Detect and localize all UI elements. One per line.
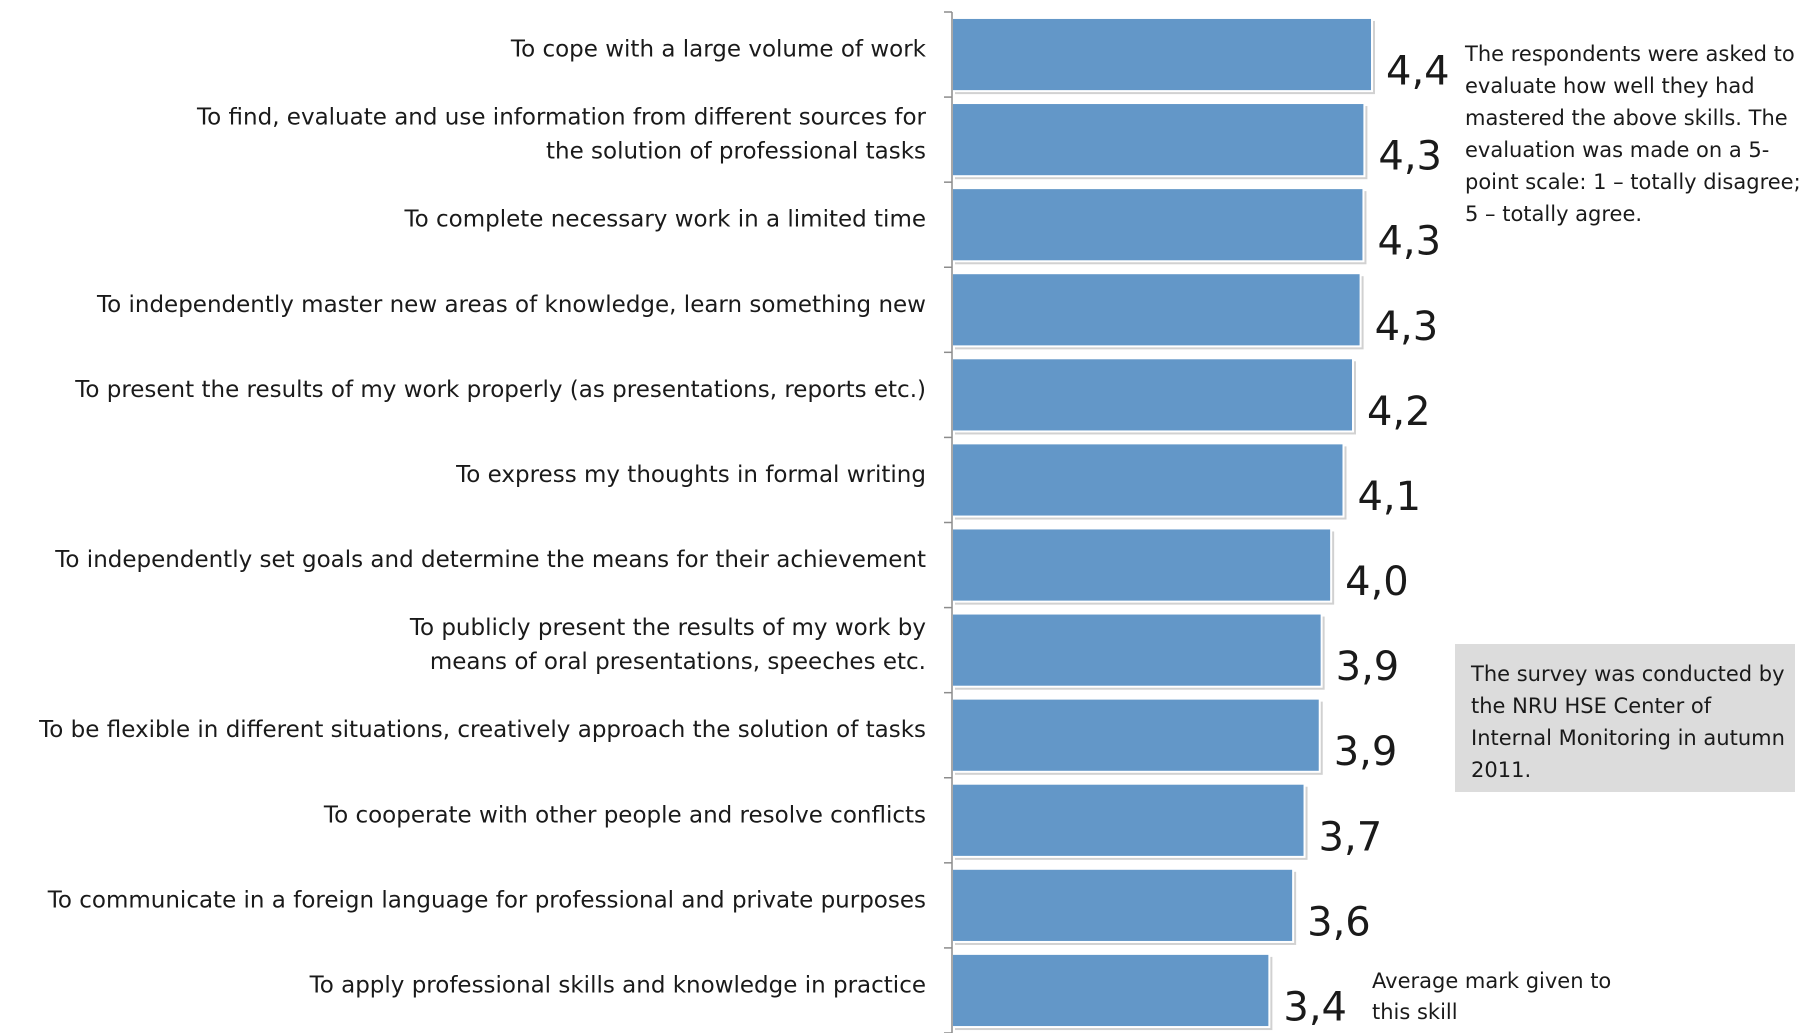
bar (951, 782, 1306, 858)
category-label: To independently set goals and determine… (54, 547, 926, 573)
category-label: To find, evaluate and use information fr… (196, 105, 927, 131)
value-label: 3,6 (1307, 899, 1371, 945)
value-label: 4,4 (1386, 49, 1450, 95)
value-labels: 4,4 4,3 4,3 4,3 4,2 4,1 4,0 3,9 3,9 3,7 3,6 3,4 (1283, 49, 1449, 1031)
category-label: To cope with a large volume of work (510, 37, 927, 63)
bar (951, 442, 1345, 518)
category-label: To complete necessary work in a limited … (404, 207, 927, 233)
bar (951, 272, 1362, 348)
bar (951, 952, 1271, 1029)
average-mark-note: Average mark given to this skill (1372, 969, 1612, 1024)
bar (951, 187, 1365, 263)
category-label: To express my thoughts in formal writing (455, 462, 926, 488)
category-label: means of oral presentations, speeches et… (430, 649, 926, 675)
category-label: To apply professional skills and knowled… (309, 972, 926, 998)
value-label: 3,4 (1283, 984, 1347, 1030)
category-labels: To cope with a large volume of work To fi… (38, 37, 927, 999)
category-axis (944, 11, 953, 1033)
value-label: 4,3 (1378, 134, 1442, 180)
value-label: 4,0 (1345, 559, 1409, 605)
value-label: 4,1 (1357, 474, 1421, 520)
survey-note: The survey was conducted by the NRU HSE … (1455, 644, 1795, 792)
bar (951, 527, 1333, 603)
bars-layer (951, 16, 1375, 1031)
bar (951, 102, 1366, 178)
value-label: 4,3 (1375, 304, 1439, 350)
category-label: the solution of professional tasks (546, 139, 926, 165)
category-label: To independently master new areas of kno… (96, 292, 926, 318)
category-label: To publicly present the results of my wo… (409, 615, 926, 641)
value-label: 3,7 (1319, 814, 1383, 860)
bar (951, 357, 1354, 433)
value-label: 3,9 (1334, 729, 1398, 775)
bar (951, 697, 1321, 773)
category-label: To communicate in a foreign language for… (47, 887, 926, 913)
value-label: 4,2 (1367, 389, 1431, 435)
category-label: To cooperate with other people and resol… (323, 802, 926, 828)
bar (951, 612, 1323, 688)
value-label: 4,3 (1377, 219, 1441, 265)
bar (951, 16, 1373, 93)
bar (951, 867, 1295, 943)
value-label: 3,9 (1336, 644, 1400, 690)
category-label: To present the results of my work proper… (74, 377, 926, 403)
method-note: The respondents were asked to evaluate h… (1465, 42, 1801, 226)
category-label: To be flexible in different situations, … (38, 717, 926, 743)
